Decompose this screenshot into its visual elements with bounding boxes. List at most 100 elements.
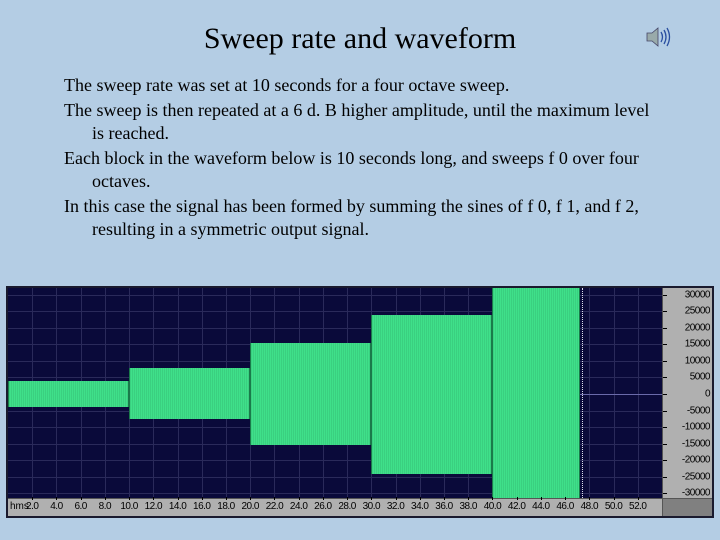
- y-tick-label: 20000: [685, 322, 710, 333]
- x-tick-label: 24.0: [290, 501, 307, 512]
- x-tick-label: 40.0: [484, 501, 501, 512]
- x-tick-mark: [226, 497, 227, 500]
- x-tick-label: 14.0: [169, 501, 186, 512]
- y-tick-mark: [663, 411, 667, 412]
- x-tick-mark: [274, 497, 275, 500]
- y-tick-label: 25000: [685, 306, 710, 317]
- x-tick-mark: [396, 497, 397, 500]
- grid-v: [589, 288, 590, 498]
- y-tick-mark: [663, 344, 667, 345]
- waveform-block: [371, 315, 492, 474]
- x-tick-mark: [541, 497, 542, 500]
- x-tick-label: 20.0: [241, 501, 258, 512]
- x-tick-label: 8.0: [99, 501, 111, 512]
- x-tick-mark: [299, 497, 300, 500]
- x-tick-mark: [468, 497, 469, 500]
- waveform-block: [129, 368, 250, 419]
- waveform-block: [8, 381, 129, 407]
- speaker-icon[interactable]: [646, 26, 672, 53]
- x-tick-label: 16.0: [193, 501, 210, 512]
- x-tick-label: 12.0: [145, 501, 162, 512]
- x-tick-label: 2.0: [26, 501, 38, 512]
- y-tick-mark: [663, 493, 667, 494]
- paragraph: The sweep is then repeated at a 6 d. B h…: [64, 99, 656, 145]
- y-tick-label: 5000: [690, 372, 710, 383]
- y-tick-mark: [663, 394, 667, 395]
- slide: Sweep rate and waveform The sweep rate w…: [0, 0, 720, 540]
- waveform-chart: 30000 25000 20000 15000 10000 5000 0 -5000 -1000…: [6, 286, 714, 518]
- x-tick-mark: [32, 497, 33, 500]
- x-tick-label: 30.0: [363, 501, 380, 512]
- y-tick-label: -25000: [682, 471, 710, 482]
- x-tick-label: 22.0: [266, 501, 283, 512]
- x-tick-mark: [492, 497, 493, 500]
- x-tick-mark: [250, 497, 251, 500]
- x-tick-label: 50.0: [605, 501, 622, 512]
- x-tick-mark: [517, 497, 518, 500]
- x-tick-mark: [81, 497, 82, 500]
- y-tick-mark: [663, 427, 667, 428]
- x-tick-label: 4.0: [50, 501, 62, 512]
- x-tick-mark: [202, 497, 203, 500]
- waveform-block: [250, 343, 371, 445]
- x-tick-label: 52.0: [629, 501, 646, 512]
- y-tick-label: -10000: [682, 422, 710, 433]
- page-title: Sweep rate and waveform: [204, 22, 516, 56]
- y-tick-label: -5000: [687, 405, 710, 416]
- x-tick-mark: [589, 497, 590, 500]
- grid-v: [614, 288, 615, 498]
- x-tick-label: 34.0: [411, 501, 428, 512]
- y-tick-label: 0: [705, 389, 710, 400]
- x-tick-label: 38.0: [459, 501, 476, 512]
- x-tick-mark: [178, 497, 179, 500]
- x-tick-mark: [638, 497, 639, 500]
- paragraph: The sweep rate was set at 10 seconds for…: [64, 74, 656, 97]
- x-tick-mark: [129, 497, 130, 500]
- y-tick-mark: [663, 328, 667, 329]
- paragraph: In this case the signal has been formed …: [64, 195, 656, 241]
- x-tick-label: 46.0: [556, 501, 573, 512]
- y-tick-label: 15000: [685, 339, 710, 350]
- grid-v: [638, 288, 639, 498]
- y-tick-mark: [663, 295, 667, 296]
- y-tick-mark: [663, 460, 667, 461]
- y-tick-label: 10000: [685, 355, 710, 366]
- x-tick-mark: [565, 497, 566, 500]
- y-tick-label: -15000: [682, 438, 710, 449]
- x-tick-label: 28.0: [338, 501, 355, 512]
- paragraph: Each block in the waveform below is 10 s…: [64, 147, 656, 193]
- y-axis: 30000 25000 20000 15000 10000 5000 0 -5000 -1000…: [662, 288, 712, 498]
- x-tick-label: 18.0: [217, 501, 234, 512]
- waveform-block: [492, 288, 579, 498]
- title-row: Sweep rate and waveform: [0, 0, 720, 56]
- x-tick-mark: [614, 497, 615, 500]
- x-tick-mark: [56, 497, 57, 500]
- x-tick-mark: [153, 497, 154, 500]
- x-tick-label: 10.0: [120, 501, 137, 512]
- x-tick-label: 36.0: [435, 501, 452, 512]
- x-tick-label: 48.0: [581, 501, 598, 512]
- y-tick-mark: [663, 444, 667, 445]
- axis-corner: [662, 498, 712, 516]
- y-tick-mark: [663, 311, 667, 312]
- x-tick-mark: [371, 497, 372, 500]
- x-tick-mark: [347, 497, 348, 500]
- x-tick-label: 26.0: [314, 501, 331, 512]
- x-tick-mark: [105, 497, 106, 500]
- x-tick-label: 6.0: [74, 501, 86, 512]
- playback-cursor: [582, 288, 583, 498]
- y-tick-label: -20000: [682, 455, 710, 466]
- x-axis: hms 2.04.06.08.010.012.014.016.018.020.0…: [8, 498, 662, 516]
- y-tick-mark: [663, 477, 667, 478]
- body-text: The sweep rate was set at 10 seconds for…: [0, 56, 720, 241]
- plot-area: [8, 288, 662, 498]
- y-tick-mark: [663, 361, 667, 362]
- x-tick-label: 42.0: [508, 501, 525, 512]
- y-tick-label: 30000: [685, 289, 710, 300]
- x-tick-mark: [323, 497, 324, 500]
- x-tick-label: 44.0: [532, 501, 549, 512]
- x-tick-mark: [444, 497, 445, 500]
- y-tick-mark: [663, 377, 667, 378]
- x-tick-label: 32.0: [387, 501, 404, 512]
- x-tick-mark: [420, 497, 421, 500]
